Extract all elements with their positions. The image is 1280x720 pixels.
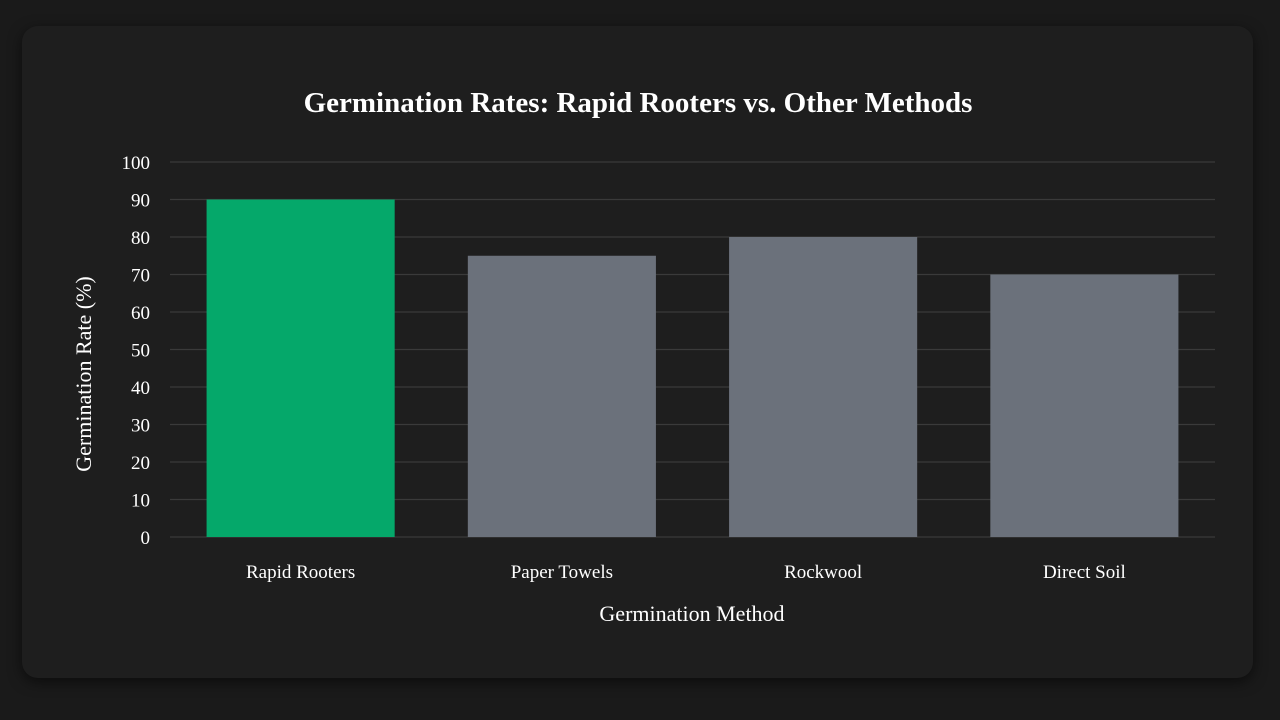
bar-rapid-rooters [206, 199, 395, 537]
chart-card: Germination Rates: Rapid Rooters vs. Oth… [22, 26, 1253, 678]
chart-title: Germination Rates: Rapid Rooters vs. Oth… [304, 87, 973, 119]
x-tick-label: Paper Towels [511, 562, 613, 583]
bar-direct-soil [990, 274, 1179, 537]
y-tick-label: 0 [141, 528, 151, 549]
x-axis-ticks: Rapid Rooters Paper Towels Rockwool Direct … [246, 562, 1126, 583]
bar-paper-towels [467, 255, 656, 537]
y-tick-label: 40 [131, 378, 150, 399]
bars [206, 199, 1179, 537]
y-tick-label: 80 [131, 228, 150, 249]
bar-rockwool [729, 237, 918, 537]
y-tick-label: 50 [131, 341, 150, 362]
x-tick-label: Direct Soil [1043, 562, 1126, 583]
x-tick-label: Rapid Rooters [246, 562, 355, 583]
y-tick-label: 30 [131, 416, 150, 437]
y-tick-label: 100 [122, 153, 151, 174]
x-axis-title: Germination Method [599, 601, 784, 626]
bar-chart: Germination Rates: Rapid Rooters vs. Oth… [71, 87, 1215, 626]
y-tick-label: 20 [131, 453, 150, 474]
x-tick-label: Rockwool [784, 562, 862, 583]
y-tick-label: 70 [131, 266, 150, 287]
y-tick-label: 90 [131, 191, 150, 212]
y-axis-title: Germination Rate (%) [71, 276, 96, 472]
y-axis-ticks: 0 10 20 30 40 50 60 70 80 90 100 [122, 153, 151, 549]
y-tick-label: 10 [131, 491, 150, 512]
y-tick-label: 60 [131, 303, 150, 324]
